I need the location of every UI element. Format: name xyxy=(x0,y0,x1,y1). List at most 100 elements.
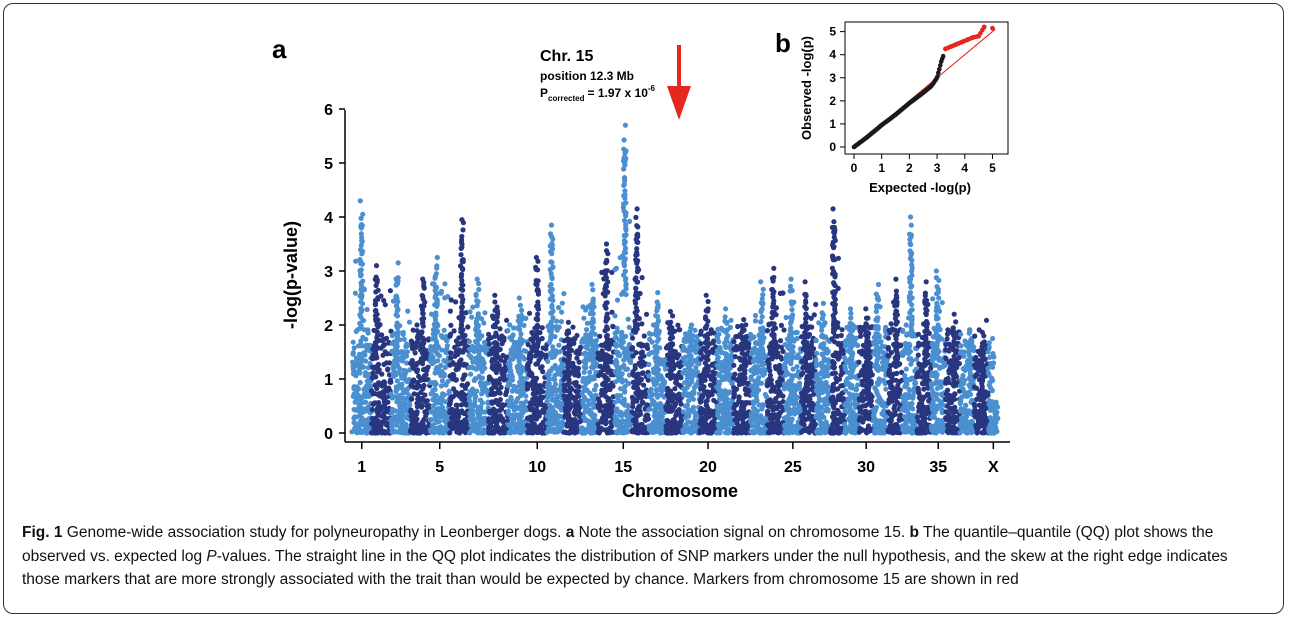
snp-point xyxy=(787,343,793,349)
snp-point xyxy=(549,418,555,424)
snp-point xyxy=(596,372,602,379)
snp-point xyxy=(782,342,788,348)
snp-point xyxy=(466,394,472,400)
snp-point xyxy=(531,414,537,420)
snp-point xyxy=(622,402,628,408)
snp-point xyxy=(460,227,466,233)
snp-point xyxy=(750,399,757,405)
snp-point xyxy=(621,137,627,143)
snp-point xyxy=(492,299,498,305)
snp-point xyxy=(648,390,655,396)
snp-point xyxy=(527,403,533,409)
snp-point xyxy=(516,346,522,352)
snp-point xyxy=(567,400,573,406)
snp-point xyxy=(475,329,481,335)
snp-point xyxy=(771,265,777,271)
snp-point xyxy=(453,402,459,408)
snp-point xyxy=(758,279,764,285)
snp-point xyxy=(703,407,709,413)
snp-point xyxy=(573,427,579,433)
snp-point xyxy=(805,409,812,416)
snp-point xyxy=(404,390,410,396)
snp-point xyxy=(486,374,492,380)
snp-point xyxy=(381,297,387,304)
snp-point xyxy=(570,324,576,330)
snp-point xyxy=(432,359,438,365)
snp-point xyxy=(572,396,578,402)
snp-point xyxy=(767,372,774,378)
snp-point xyxy=(518,331,524,337)
snp-point xyxy=(751,411,757,418)
snp-point xyxy=(765,430,772,436)
snp-point xyxy=(440,334,446,341)
snp-point xyxy=(411,384,417,390)
snp-point xyxy=(789,307,795,313)
snp-point xyxy=(788,276,794,282)
snp-point xyxy=(752,417,758,423)
snp-point xyxy=(481,427,487,433)
snp-point xyxy=(410,344,416,350)
snp-point xyxy=(621,217,628,224)
snp-point xyxy=(440,391,446,397)
snp-point xyxy=(538,354,544,360)
snp-point xyxy=(705,306,711,312)
snp-point xyxy=(399,374,405,380)
snp-point xyxy=(624,355,631,361)
snp-point xyxy=(431,425,437,431)
snp-point xyxy=(667,308,674,315)
snp-point xyxy=(369,355,375,361)
snp-point xyxy=(617,420,623,426)
snp-point xyxy=(639,359,645,365)
snp-point xyxy=(623,213,629,219)
snp-point xyxy=(632,383,639,389)
snp-point xyxy=(533,316,539,322)
snp-point xyxy=(360,248,366,254)
snp-point xyxy=(646,407,652,413)
snp-point xyxy=(468,402,474,408)
snp-point xyxy=(455,413,461,419)
snp-point xyxy=(506,430,512,436)
snp-point xyxy=(358,295,365,301)
snp-point xyxy=(638,350,644,356)
snp-point xyxy=(438,373,444,379)
snp-point xyxy=(759,420,766,426)
snp-point xyxy=(382,302,388,308)
snp-point xyxy=(741,327,747,333)
snp-point xyxy=(463,402,469,408)
snp-point xyxy=(536,401,542,407)
snp-point xyxy=(623,155,629,161)
snp-point xyxy=(689,337,695,343)
snp-point xyxy=(548,351,554,357)
snp-point xyxy=(612,313,618,319)
snp-point xyxy=(489,386,495,392)
snp-point xyxy=(731,394,737,400)
snp-point xyxy=(470,408,476,414)
snp-point xyxy=(680,355,686,361)
snp-point xyxy=(394,341,400,347)
snp-point xyxy=(523,315,529,321)
snp-point xyxy=(685,406,691,413)
snp-point xyxy=(604,353,610,359)
snp-point xyxy=(492,390,498,397)
snp-point xyxy=(580,378,586,384)
snp-point xyxy=(497,326,503,332)
chromosome-7-points xyxy=(466,276,492,436)
snp-point xyxy=(604,324,610,330)
snp-point xyxy=(739,402,745,408)
snp-point xyxy=(394,378,400,384)
snp-point xyxy=(669,427,676,433)
snp-point xyxy=(758,307,764,313)
snp-point xyxy=(523,406,529,413)
snp-point xyxy=(607,410,613,416)
snp-point xyxy=(579,339,585,345)
chromosome-10-points xyxy=(524,254,550,436)
snp-point xyxy=(350,351,356,357)
snp-point xyxy=(626,324,632,330)
snp-point xyxy=(582,409,588,415)
snp-point xyxy=(646,361,652,368)
snp-point xyxy=(733,334,739,340)
snp-point xyxy=(463,310,469,316)
snp-point xyxy=(358,242,364,249)
snp-point xyxy=(621,237,628,244)
snp-point xyxy=(441,427,447,433)
